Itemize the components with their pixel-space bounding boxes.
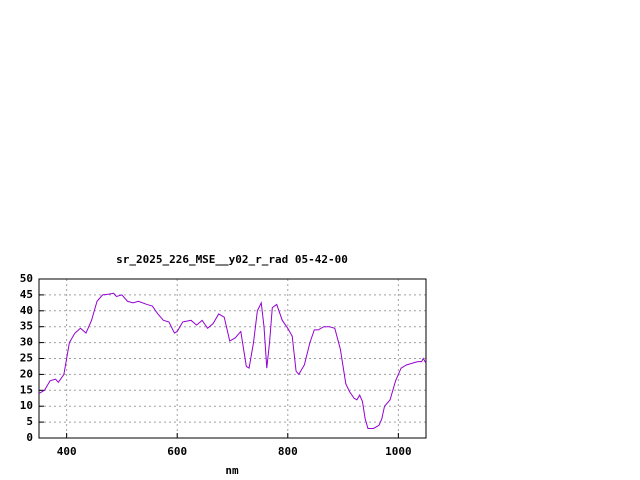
x-tick-label: 1000: [385, 445, 412, 458]
x-axis-label: nm: [225, 464, 239, 477]
y-tick-label: 25: [20, 352, 33, 365]
x-tick-label: 600: [167, 445, 187, 458]
y-tick-label: 5: [26, 415, 33, 428]
y-tick-label: 50: [20, 272, 33, 285]
y-tick-label: 10: [20, 399, 33, 412]
y-tick-label: 45: [20, 288, 33, 301]
y-tick-label: 0: [26, 431, 33, 444]
x-tick-label: 400: [57, 445, 77, 458]
y-tick-label: 20: [20, 367, 33, 380]
chart-title: sr_2025_226_MSE__y02_r_rad 05-42-00: [116, 253, 348, 266]
plot-frame: [38, 278, 427, 439]
data-line: [38, 292, 427, 429]
y-tick-label: 35: [20, 320, 33, 333]
y-tick-label: 30: [20, 336, 33, 349]
y-tick-label: 40: [20, 304, 33, 317]
y-tick-label: 15: [20, 383, 33, 396]
x-tick-label: 800: [278, 445, 298, 458]
